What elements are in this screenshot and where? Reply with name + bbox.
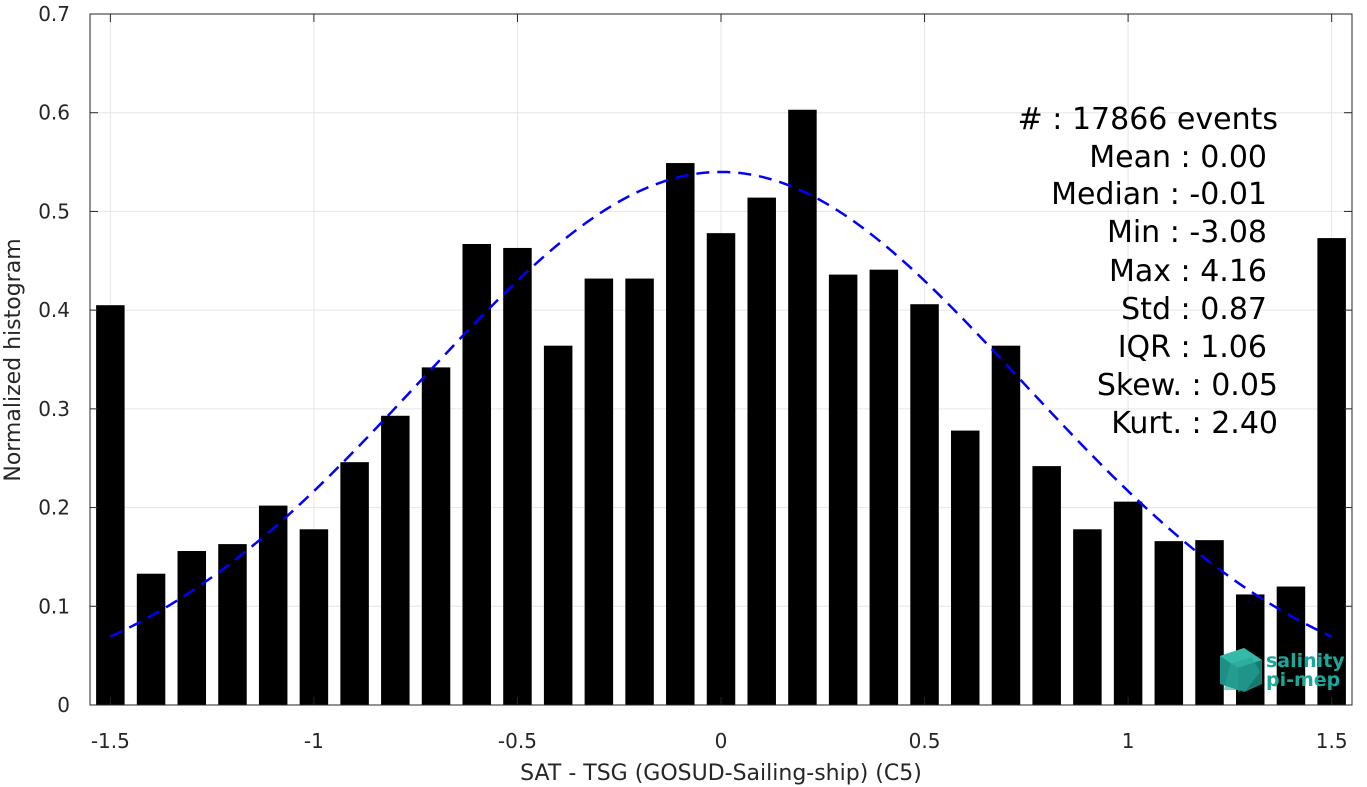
histogram-bar	[1113, 501, 1143, 705]
y-tick-label: 0.4	[38, 298, 70, 322]
histogram-bar	[543, 345, 573, 705]
histogram-bar	[340, 462, 369, 705]
y-tick-label: 0.2	[38, 496, 70, 520]
y-tick-label: 0.7	[38, 2, 70, 26]
bars	[96, 109, 1346, 706]
histogram-bar	[991, 345, 1021, 705]
y-tick-label: 0.1	[38, 594, 70, 618]
histogram-bar	[828, 274, 858, 705]
histogram-bar	[96, 305, 125, 705]
histogram-bar	[1195, 540, 1224, 705]
histogram-bar	[218, 544, 247, 705]
histogram-bar	[258, 505, 288, 705]
stat-mean: Mean : 0.00	[1089, 140, 1267, 175]
histogram-bar	[381, 415, 410, 705]
stats-annotation: # : 17866 events Mean : 0.00 Median : -0…	[1018, 102, 1278, 441]
histogram-bar	[788, 109, 817, 705]
x-axis-label: SAT - TSG (GOSUD-Sailing-ship) (C5)	[520, 761, 922, 786]
stat-max: Max : 4.16	[1109, 254, 1267, 289]
y-tick-label: 0.3	[38, 397, 70, 421]
histogram-bar	[666, 163, 695, 705]
histogram-bar	[869, 269, 899, 705]
y-tick-label: 0.6	[38, 101, 70, 125]
stat-median: Median : -0.01	[1051, 177, 1267, 212]
histogram-bar	[1032, 466, 1061, 705]
stat-std: Std : 0.87	[1121, 292, 1267, 327]
histogram-bar	[136, 573, 166, 705]
histogram-bar	[177, 551, 207, 705]
x-tick-label: 1.5	[1316, 729, 1348, 753]
stat-kurt: Kurt. : 2.40	[1111, 406, 1278, 441]
x-tick-label: -0.5	[498, 729, 537, 753]
histogram-bar	[1073, 529, 1102, 705]
histogram-bar	[747, 197, 776, 705]
histogram-bar	[1317, 238, 1346, 705]
x-tick-label: -1.5	[91, 729, 130, 753]
histogram-bar	[951, 430, 980, 705]
histogram-bar	[1276, 586, 1306, 705]
histogram-bar	[584, 278, 614, 705]
x-tick-label: 0.5	[909, 729, 941, 753]
stat-iqr: IQR : 1.06	[1118, 330, 1267, 365]
stat-min: Min : -3.08	[1107, 215, 1267, 250]
x-tick-label: -1	[304, 729, 324, 753]
stat-events: # : 17866 events	[1018, 102, 1278, 137]
histogram-bar	[503, 247, 532, 705]
salinity-pi-mep-logo: salinity pi-mep	[1220, 648, 1345, 692]
gaussian-fit-curve	[109, 170, 1333, 638]
y-tick-label: 0.5	[38, 199, 70, 223]
logo-cube-icon	[1220, 648, 1262, 692]
histogram-bar	[299, 529, 329, 705]
logo-line1: salinity	[1266, 650, 1345, 672]
histogram-bar	[625, 278, 654, 705]
stat-skew: Skew. : 0.05	[1097, 368, 1278, 403]
axis-ticks	[90, 13, 1352, 706]
x-tick-label: 1	[1122, 729, 1135, 753]
histogram-bar	[706, 233, 736, 705]
histogram-bar	[421, 367, 451, 705]
histogram-bar	[910, 304, 939, 705]
histogram-bar	[462, 244, 491, 706]
histogram-bar	[1154, 541, 1184, 705]
y-tick-label: 0	[57, 693, 70, 717]
x-tick-labels: -1.5 -1 -0.5 0 0.5 1 1.5	[91, 729, 1348, 753]
x-tick-label: 0	[715, 729, 728, 753]
y-tick-labels: 0 0.1 0.2 0.3 0.4 0.5 0.6 0.7	[38, 2, 70, 717]
logo-line2: pi-mep	[1266, 669, 1340, 691]
y-axis-label: Normalized histogram	[1, 238, 26, 481]
